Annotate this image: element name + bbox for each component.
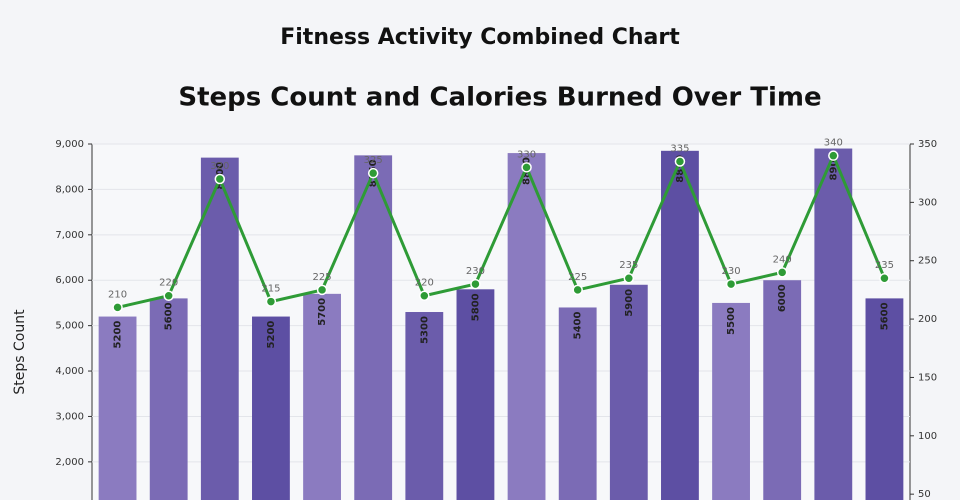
line-point — [265, 296, 277, 307]
page-title: Fitness Activity Combined Chart — [280, 25, 680, 50]
bar-value-label: 5800 — [470, 293, 481, 321]
y-tick-label: 7,000 — [55, 230, 84, 241]
y-tick-label: 9,000 — [55, 139, 84, 150]
point-value-label: 235 — [619, 260, 638, 271]
y-axis-title: Steps Count — [12, 309, 28, 395]
line-point — [214, 173, 226, 185]
bar-value-label: 8900 — [828, 153, 839, 181]
point-value-label: 225 — [568, 272, 587, 283]
y2-tick-label: 150 — [918, 372, 937, 383]
line-point — [623, 272, 635, 284]
line-point — [572, 284, 583, 296]
point-value-label: 330 — [517, 149, 536, 160]
point-value-label: 220 — [159, 278, 178, 289]
bar-value-label: 6000 — [777, 284, 788, 312]
y-tick-label: 6,000 — [55, 275, 84, 286]
y-tick-label: 2,000 — [55, 457, 84, 468]
y-tick-label: 8,000 — [55, 184, 84, 195]
point-value-label: 340 — [824, 138, 843, 149]
line-point — [776, 267, 788, 278]
bar-value-label: 5600 — [879, 302, 890, 330]
line-point — [112, 302, 123, 313]
y2-tick-label: 250 — [918, 256, 937, 267]
bar-value-label: 5900 — [624, 289, 635, 317]
point-value-label: 230 — [722, 266, 741, 277]
point-value-label: 215 — [261, 284, 280, 295]
bar-value-label: 5300 — [419, 316, 430, 344]
line-point — [674, 156, 686, 167]
bar-value-label: 8850 — [675, 155, 686, 183]
bar-value-label: 5400 — [573, 312, 584, 340]
bar — [712, 302, 750, 500]
y-tick-label: 3,000 — [55, 411, 84, 422]
line-point — [879, 272, 890, 284]
point-value-label: 325 — [364, 155, 383, 166]
bar — [609, 284, 648, 500]
y-tick-label: 5,000 — [55, 321, 84, 332]
bar — [814, 148, 853, 500]
point-value-label: 235 — [875, 260, 894, 271]
bar — [661, 150, 699, 500]
y2-tick-label: 50 — [918, 489, 931, 500]
bar — [763, 280, 802, 500]
bar — [98, 316, 137, 500]
bar-value-label: 5700 — [317, 298, 328, 326]
line-point — [316, 284, 328, 296]
bar — [507, 153, 546, 500]
line-point — [163, 290, 174, 301]
point-value-label: 225 — [313, 272, 332, 283]
line-point — [828, 150, 839, 161]
chart-title: Steps Count and Calories Burned Over Tim… — [178, 83, 821, 113]
line-point — [470, 278, 481, 290]
y-tick-label: 4,000 — [55, 366, 84, 377]
bar — [354, 155, 393, 500]
point-value-label: 230 — [466, 266, 485, 277]
bar — [456, 289, 495, 500]
line-point — [367, 167, 379, 179]
bar-value-label: 5200 — [113, 321, 124, 349]
y2-tick-label: 350 — [918, 139, 937, 150]
bar — [405, 312, 444, 500]
y2-tick-label: 100 — [918, 431, 937, 442]
bar-value-label: 5600 — [164, 302, 175, 330]
point-value-label: 220 — [415, 278, 434, 289]
bar — [558, 307, 597, 500]
point-value-label: 240 — [773, 254, 792, 265]
y2-tick-label: 200 — [918, 314, 937, 325]
bar — [149, 298, 188, 500]
bar — [303, 293, 341, 500]
bar — [252, 316, 290, 500]
line-point — [521, 162, 532, 173]
point-value-label: 320 — [210, 161, 229, 172]
bar — [865, 298, 904, 500]
point-value-label: 335 — [670, 144, 689, 155]
y2-tick-label: 300 — [918, 197, 937, 208]
line-point — [725, 278, 737, 290]
bar-value-label: 5500 — [726, 307, 737, 335]
bar — [200, 157, 239, 500]
line — [117, 151, 886, 309]
point-value-label: 210 — [108, 289, 127, 300]
line-point — [419, 290, 430, 301]
bar-value-label: 5200 — [266, 321, 277, 349]
